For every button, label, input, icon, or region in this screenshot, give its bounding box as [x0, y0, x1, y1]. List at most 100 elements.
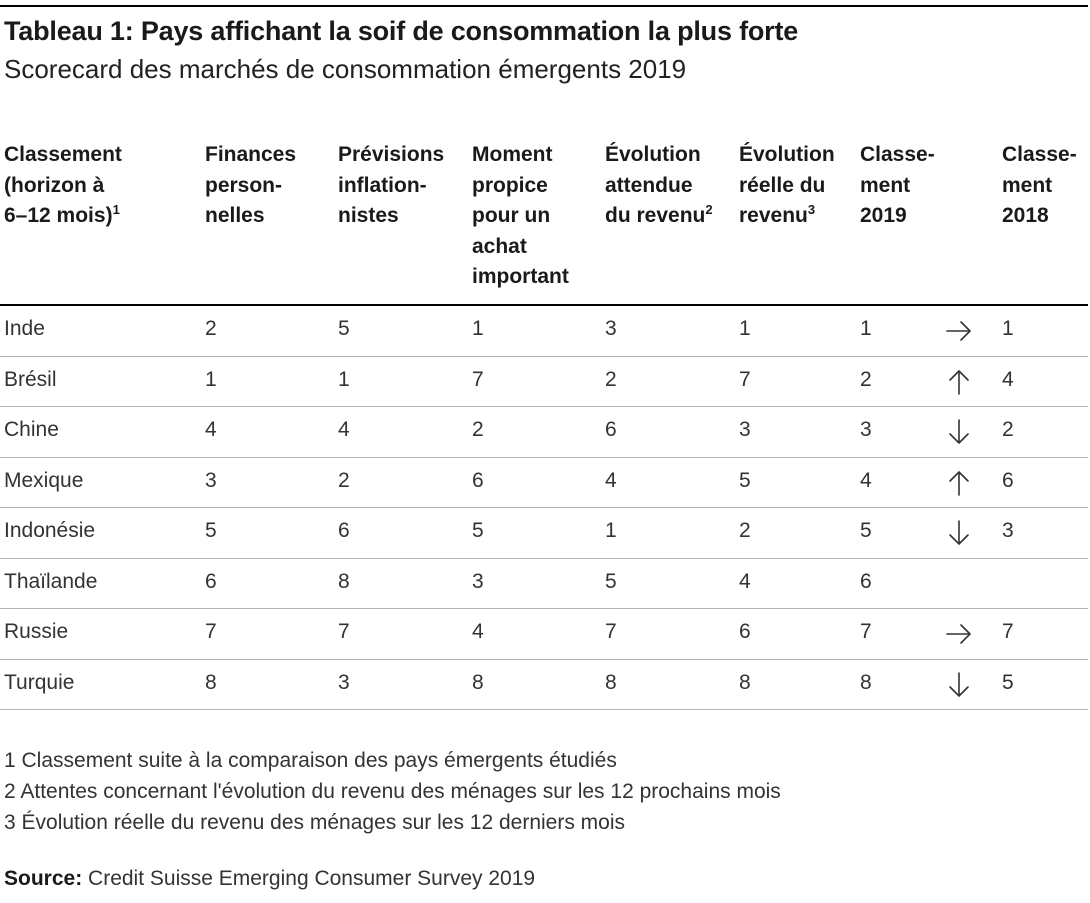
value-cell-rank2018: 4 — [1002, 367, 1014, 391]
country-cell: Turquie — [4, 670, 75, 694]
column-header-text: pour un — [472, 204, 551, 227]
column-header-line: Évolution — [605, 140, 713, 171]
column-header-text: nelles — [205, 204, 265, 227]
column-header-text: person- — [205, 173, 283, 197]
table-row: Inde 2 5 1 3 1 1 1 — [0, 306, 1088, 357]
value-cell-inflation: 6 — [338, 519, 350, 542]
table-row: Indonésie 5 6 5 1 2 5 3 — [0, 508, 1088, 559]
column-header-text: nistes — [338, 204, 399, 227]
value-cell-moment: 4 — [472, 620, 484, 643]
column-header-line: 2019 — [860, 201, 935, 232]
column-header-5: Évolution attendue du revenu2 — [605, 140, 713, 232]
table-row: Brésil 1 1 7 2 7 2 4 — [0, 357, 1088, 407]
value-cell-inflation: 2 — [338, 468, 350, 492]
column-header-line: important — [472, 262, 569, 293]
column-header-text: (horizon à — [4, 173, 105, 197]
footnote-marker: 1 — [112, 202, 120, 217]
column-header-line: 2018 — [1002, 201, 1077, 232]
value-cell-attendue: 4 — [605, 468, 617, 492]
table-row: Mexique 3 2 6 4 5 4 6 — [0, 458, 1088, 508]
column-header-text: revenu — [739, 204, 808, 227]
column-header-line: 6–12 mois)1 — [4, 201, 122, 232]
value-cell-inflation: 3 — [338, 670, 350, 694]
column-header-line: attendue — [605, 171, 713, 202]
trend-right-arrow-icon — [946, 318, 972, 344]
column-header-line: Classement — [4, 140, 122, 171]
value-cell-moment: 5 — [472, 519, 484, 542]
column-header-line: propice — [472, 171, 569, 202]
column-header-line: Classe- — [1002, 140, 1077, 171]
column-header-line: nistes — [338, 201, 444, 232]
column-header-line: réelle du — [739, 171, 835, 202]
column-header-text: Classement — [4, 143, 122, 166]
column-header-7: Classe-ment 2019 — [860, 140, 935, 232]
footnotes: 1 Classement suite à la comparaison des … — [4, 745, 781, 838]
footnote-marker: 2 — [705, 202, 713, 217]
footnote-2: 2 Attentes concernant l'évolution du rev… — [4, 780, 781, 803]
column-header-text: 6–12 mois) — [4, 204, 113, 227]
column-header-line: (horizon à — [4, 171, 122, 202]
column-header-text: inflation- — [338, 173, 427, 197]
value-cell-finances: 3 — [205, 468, 217, 492]
column-header-text: 2018 — [1002, 204, 1049, 227]
column-header-line: ment — [860, 171, 935, 202]
column-header-line: achat — [472, 232, 569, 263]
value-cell-rank2019: 2 — [860, 367, 872, 391]
column-header-line: inflation- — [338, 171, 444, 202]
value-cell-inflation: 8 — [338, 569, 350, 593]
trend-down-arrow-icon — [946, 671, 972, 698]
value-cell-moment: 1 — [472, 317, 484, 340]
country-cell: Indonésie — [4, 519, 96, 542]
column-header-text: Évolution — [605, 143, 701, 166]
value-cell-finances: 5 — [205, 519, 217, 542]
value-cell-moment: 2 — [472, 418, 484, 441]
trend-down-arrow-icon — [946, 520, 972, 546]
column-header-text: Évolution — [739, 143, 835, 166]
top-rule — [0, 5, 1088, 7]
column-header-text: réelle du — [739, 173, 826, 197]
value-cell-attendue: 1 — [605, 519, 617, 542]
value-cell-inflation: 1 — [338, 367, 350, 391]
column-header-line: du revenu2 — [605, 201, 713, 232]
table-row: Chine 4 4 2 6 3 3 2 — [0, 407, 1088, 458]
value-cell-finances: 8 — [205, 670, 217, 694]
source-line: Source: Credit Suisse Emerging Consumer … — [4, 867, 535, 891]
column-header-text: attendue — [605, 173, 693, 197]
value-cell-attendue: 5 — [605, 569, 617, 593]
value-cell-moment: 7 — [472, 367, 484, 391]
trend-up-arrow-icon — [946, 369, 972, 395]
column-header-text: Classe- — [860, 143, 935, 166]
country-cell: Russie — [4, 620, 69, 643]
source-text: Credit Suisse Emerging Consumer Survey 2… — [88, 867, 536, 890]
column-header-line: ment — [1002, 171, 1077, 202]
value-cell-moment: 8 — [472, 670, 484, 694]
table-row: Russie 7 7 4 7 6 7 7 — [0, 609, 1088, 660]
trend-right-arrow-icon — [946, 621, 972, 647]
value-cell-attendue: 2 — [605, 367, 617, 391]
column-header-line: person- — [205, 171, 296, 202]
value-cell-reelle: 4 — [739, 569, 751, 593]
value-cell-rank2019: 7 — [860, 620, 872, 643]
country-cell: Chine — [4, 418, 59, 441]
value-cell-reelle: 5 — [739, 468, 751, 492]
column-header-4: Moment propice pour un achat important — [472, 140, 569, 293]
value-cell-rank2019: 5 — [860, 519, 872, 542]
value-cell-rank2018: 1 — [1002, 317, 1014, 340]
trend-down-arrow-icon — [946, 419, 972, 445]
value-cell-attendue: 3 — [605, 317, 617, 340]
value-cell-reelle: 3 — [739, 418, 751, 441]
column-header-line: revenu3 — [739, 201, 835, 232]
column-header-text: achat — [472, 234, 527, 258]
footnote-1: 1 Classement suite à la comparaison des … — [4, 749, 617, 772]
column-header-line: Finances — [205, 140, 296, 171]
column-header-line: Évolution — [739, 140, 835, 171]
value-cell-inflation: 4 — [338, 418, 350, 441]
value-cell-finances: 7 — [205, 620, 217, 643]
column-header-6: Évolution réelle du revenu3 — [739, 140, 835, 232]
column-header-line: nelles — [205, 201, 296, 232]
value-cell-rank2019: 6 — [860, 569, 872, 593]
footnote-marker: 3 — [807, 202, 816, 217]
table-row: Thaïlande 6 8 3 5 4 6 — [0, 559, 1088, 609]
column-header-line: pour un — [472, 201, 569, 232]
column-header-line: Classe- — [860, 140, 935, 171]
